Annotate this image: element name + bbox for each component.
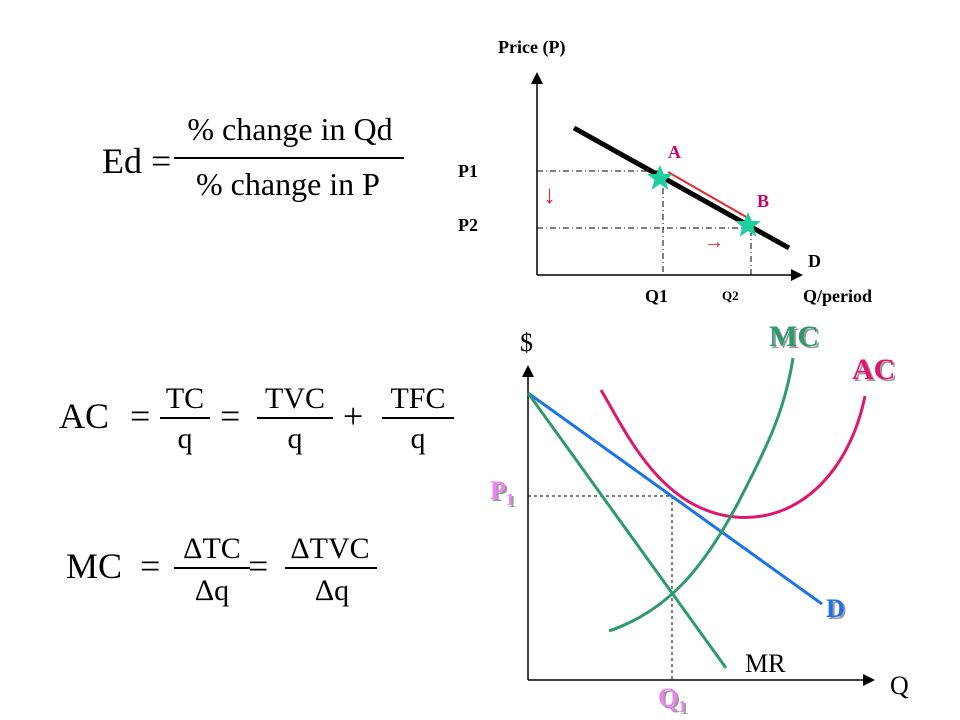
cost-graph: $ Q MC MC AC AC D D MR P1 P1 Q1 Q1 xyxy=(490,320,909,718)
p1-cost-label-shadow: P1 xyxy=(492,478,516,511)
d-label-shadow: D xyxy=(828,596,847,625)
p1-label: P1 xyxy=(458,161,478,181)
mc-f2-numerator: ΔTVC xyxy=(290,532,369,565)
right-arrow-icon: → xyxy=(704,231,724,253)
ac-equals-2: = xyxy=(220,396,240,436)
mr-curve xyxy=(526,392,728,669)
p1-cost-label: P1 xyxy=(490,476,514,509)
ac-f1-numerator: TC xyxy=(166,382,204,415)
mc-lhs: MC xyxy=(66,546,122,586)
cost-x-axis-label: Q xyxy=(890,671,909,700)
mc-f1-denominator: Δq xyxy=(195,574,229,607)
demand-graph: Price (P) A B P1 P2 Q1 Q2 Q/period D ↓ → xyxy=(458,37,872,306)
mc-equals-2: = xyxy=(248,546,268,586)
ac-curve-label: AC xyxy=(852,353,895,386)
star-point-a xyxy=(647,165,673,190)
average-cost-formula: AC = TC q = TVC q + TFC q xyxy=(59,382,454,455)
elasticity-lhs: Ed = xyxy=(102,141,171,181)
ac-plus: + xyxy=(343,396,363,436)
ac-label-shadow: AC xyxy=(854,355,897,388)
mc-f2-denominator: Δq xyxy=(315,574,349,607)
q1-cost-label-shadow: Q1 xyxy=(660,685,689,718)
p2-label: P2 xyxy=(458,215,478,235)
demand-y-axis-label: Price (P) xyxy=(498,37,565,58)
ac-f3-numerator: TFC xyxy=(390,382,445,415)
q1-cost-label: Q1 xyxy=(658,683,687,716)
ac-f2-numerator: TVC xyxy=(265,382,325,415)
star-point-b xyxy=(735,212,761,237)
point-b-label: B xyxy=(757,191,769,211)
demand-curve xyxy=(572,125,791,251)
mr-curve-label: MR xyxy=(745,649,786,678)
q1-label: Q1 xyxy=(645,286,668,306)
elasticity-formula: Ed = % change in Qd % change in P xyxy=(102,111,404,202)
demand-curve-cost xyxy=(527,391,823,606)
d-curve-label: D xyxy=(826,594,845,623)
elasticity-numerator: % change in Qd xyxy=(187,111,392,147)
mc-f1-numerator: ΔTC xyxy=(183,532,241,565)
mc-curve-label: MC xyxy=(769,320,819,353)
ac-f3-denominator: q xyxy=(411,422,426,455)
marginal-cost-formula: MC = ΔTC Δq = ΔTVC Δq xyxy=(66,532,377,607)
demand-curve-label: D xyxy=(808,251,821,271)
demand-x-axis-label: Q/period xyxy=(803,286,872,306)
movement-a-to-b xyxy=(667,171,749,219)
ac-curve xyxy=(599,389,867,519)
point-a-label: A xyxy=(668,142,681,162)
mc-curve xyxy=(608,357,795,633)
mc-equals-1: = xyxy=(140,546,160,586)
ac-f1-denominator: q xyxy=(178,422,193,455)
cost-y-axis-label: $ xyxy=(520,328,533,357)
ac-f2-denominator: q xyxy=(288,422,303,455)
ac-equals-1: = xyxy=(130,396,150,436)
ac-lhs: AC xyxy=(59,396,109,436)
mc-label-shadow: MC xyxy=(771,322,821,355)
down-arrow-icon: ↓ xyxy=(543,180,556,209)
q2-label: Q2 xyxy=(722,288,739,303)
elasticity-denominator: % change in P xyxy=(196,166,380,202)
